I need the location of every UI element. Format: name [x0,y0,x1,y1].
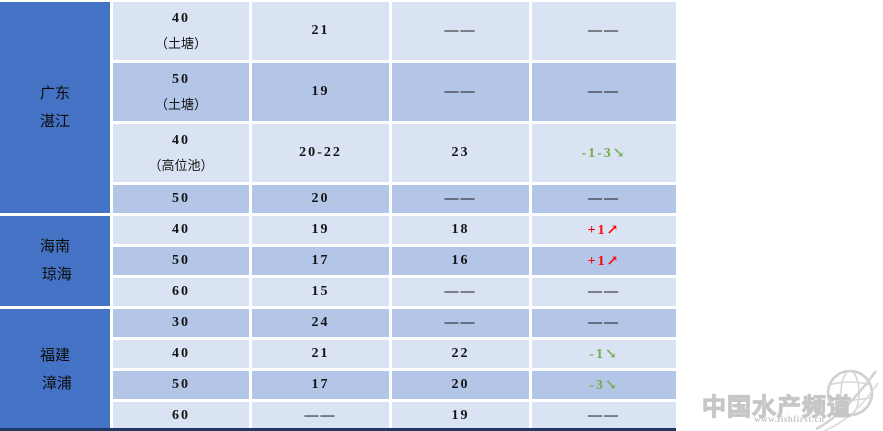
prev-price-cell: —— [392,2,529,60]
change-cell: —— [532,63,676,121]
price-cell: 17 [252,371,389,399]
region-cell-guangdong-zhanjiang: 广东 湛江 [0,2,110,213]
price-cell: 21 [252,340,389,368]
table-bottom-border [0,428,676,431]
size-value: 40 [172,222,190,237]
size-cell: 40 [113,340,249,368]
size-note: （高位池） [148,157,214,173]
prev-price-cell: 20 [392,371,529,399]
price-table: 广东 湛江 海南 琼海 福建 漳浦 40 （土塘） 21 —— —— 50 （土… [0,2,676,430]
size-value: 40 [172,346,190,361]
prev-price-cell: 16 [392,247,529,275]
size-cell: 40 （高位池） [113,124,249,182]
size-value: 60 [172,284,190,299]
size-value: 40 [172,10,190,26]
size-value: 50 [172,377,190,392]
watermark-url: www.fishfirst.cn [754,414,825,424]
size-value: 40 [172,132,190,148]
change-cell: —— [532,185,676,213]
size-cell: 50 （土塘） [113,63,249,121]
price-cell: 19 [252,216,389,244]
size-cell: 60 [113,402,249,430]
change-cell: -1-3↘ [532,124,676,182]
globe-icon [814,367,880,431]
price-cell: 20 [252,185,389,213]
change-cell: -1↘ [532,340,676,368]
prev-price-cell: 18 [392,216,529,244]
size-cell: 50 [113,247,249,275]
size-value: 60 [172,408,190,423]
size-value: 50 [172,253,190,268]
size-note: （土塘） [154,96,207,112]
change-cell: —— [532,309,676,337]
prev-price-cell: —— [392,278,529,306]
change-cell: —— [532,278,676,306]
prev-price-cell: —— [392,185,529,213]
watermark-title: 中国水产频道 [702,395,852,422]
price-cell: —— [252,402,389,430]
watermark: 中国水产频道 www.fishfirst.cn [688,353,883,431]
price-cell: 24 [252,309,389,337]
prev-price-cell: —— [392,309,529,337]
size-cell: 30 [113,309,249,337]
change-cell: +1↗ [532,216,676,244]
price-cell: 17 [252,247,389,275]
region-cell-fujian-zhangpu: 福建 漳浦 [0,309,110,430]
size-cell: 50 [113,371,249,399]
price-cell: 21 [252,2,389,60]
size-note: （土塘） [154,35,207,51]
change-cell: -3↘ [532,371,676,399]
prev-price-cell: 23 [392,124,529,182]
prev-price-cell: —— [392,63,529,121]
size-value: 50 [172,191,190,206]
size-cell: 50 [113,185,249,213]
prev-price-cell: 22 [392,340,529,368]
prev-price-cell: 19 [392,402,529,430]
price-cell: 20-22 [252,124,389,182]
change-cell: +1↗ [532,247,676,275]
price-cell: 19 [252,63,389,121]
size-cell: 60 [113,278,249,306]
size-value: 50 [172,71,190,87]
size-cell: 40 [113,216,249,244]
price-cell: 15 [252,278,389,306]
size-cell: 40 （土塘） [113,2,249,60]
change-cell: —— [532,2,676,60]
change-cell: —— [532,402,676,430]
region-cell-hainan-qionghai: 海南 琼海 [0,216,110,306]
size-value: 30 [172,315,190,330]
